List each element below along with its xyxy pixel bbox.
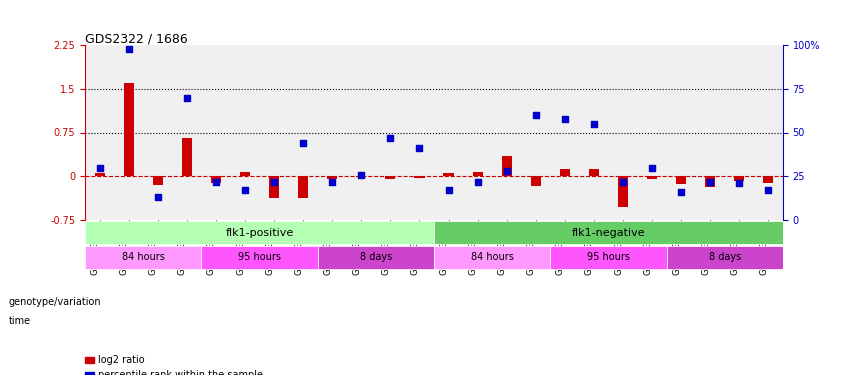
Point — [733, 180, 746, 186]
Bar — [240, 172, 250, 176]
Point — [180, 94, 194, 100]
Bar — [676, 176, 686, 184]
Text: flk1-negative: flk1-negative — [572, 228, 645, 237]
Bar — [443, 173, 454, 176]
Bar — [501, 156, 511, 176]
Bar — [182, 138, 192, 176]
Bar — [357, 176, 367, 177]
Point — [296, 140, 310, 146]
FancyBboxPatch shape — [666, 246, 783, 269]
FancyBboxPatch shape — [202, 246, 317, 269]
Point — [325, 178, 339, 184]
Text: 8 days: 8 days — [709, 252, 741, 262]
Point — [616, 178, 630, 184]
Bar — [734, 176, 745, 181]
Point — [355, 171, 368, 177]
Point — [413, 145, 426, 151]
Point — [384, 135, 397, 141]
FancyBboxPatch shape — [85, 221, 434, 244]
Bar — [531, 176, 541, 186]
FancyBboxPatch shape — [317, 246, 434, 269]
Text: GDS2322 / 1686: GDS2322 / 1686 — [85, 32, 188, 45]
Bar — [327, 176, 337, 179]
Bar — [705, 176, 716, 187]
Bar — [414, 176, 425, 178]
Point — [93, 165, 106, 171]
Bar — [560, 169, 570, 176]
Point — [674, 189, 688, 195]
Point — [500, 168, 513, 174]
Bar — [152, 176, 163, 185]
Text: 95 hours: 95 hours — [238, 252, 281, 262]
FancyBboxPatch shape — [551, 246, 666, 269]
Bar — [269, 176, 279, 198]
Text: 84 hours: 84 hours — [471, 252, 514, 262]
Bar — [618, 176, 628, 207]
Point — [122, 45, 135, 51]
Point — [151, 194, 164, 200]
Text: genotype/variation: genotype/variation — [9, 297, 101, 307]
Point — [209, 178, 223, 184]
Point — [529, 112, 543, 118]
Bar — [589, 169, 599, 176]
Text: 8 days: 8 days — [360, 252, 392, 262]
Point — [645, 165, 659, 171]
Point — [267, 178, 281, 184]
Point — [762, 187, 775, 193]
Point — [471, 178, 484, 184]
Bar — [94, 173, 105, 176]
Point — [704, 178, 717, 184]
FancyBboxPatch shape — [85, 246, 202, 269]
Point — [558, 116, 572, 122]
Text: flk1-positive: flk1-positive — [226, 228, 294, 237]
Point — [587, 121, 601, 127]
Bar — [298, 176, 308, 198]
Bar — [647, 176, 657, 179]
FancyBboxPatch shape — [434, 246, 551, 269]
Point — [238, 187, 252, 193]
Point — [442, 187, 455, 193]
Bar — [211, 176, 221, 183]
Text: 84 hours: 84 hours — [122, 252, 165, 262]
Text: time: time — [9, 316, 31, 326]
Text: 95 hours: 95 hours — [587, 252, 630, 262]
Bar — [472, 172, 483, 176]
Bar — [386, 176, 396, 178]
Text: log2 ratio: log2 ratio — [98, 355, 145, 365]
FancyBboxPatch shape — [434, 221, 783, 244]
Bar — [123, 83, 134, 176]
Text: percentile rank within the sample: percentile rank within the sample — [98, 370, 263, 375]
Bar — [763, 176, 774, 183]
